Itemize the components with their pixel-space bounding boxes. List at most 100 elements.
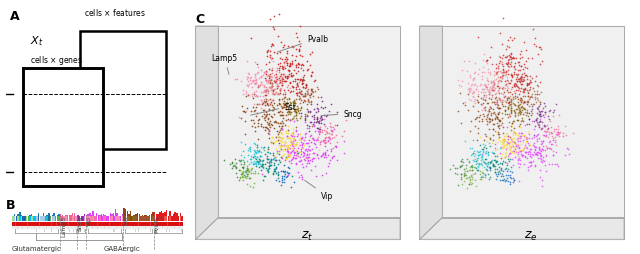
Point	[275, 152, 285, 156]
Point	[337, 135, 348, 139]
Point	[264, 132, 274, 136]
Point	[268, 123, 278, 127]
Point	[262, 150, 273, 154]
Point	[249, 102, 259, 106]
Point	[259, 86, 269, 90]
Point	[236, 140, 246, 144]
Point	[505, 95, 515, 99]
Point	[535, 81, 545, 85]
Point	[300, 117, 310, 121]
Point	[473, 150, 483, 154]
Point	[504, 55, 515, 59]
Point	[497, 67, 508, 71]
Text: B: B	[6, 198, 15, 211]
Point	[327, 156, 337, 160]
Point	[302, 113, 312, 117]
Point	[287, 60, 298, 64]
Point	[260, 116, 270, 120]
Bar	[104, 216, 106, 221]
Point	[321, 140, 331, 145]
Point	[488, 122, 498, 126]
Point	[252, 95, 262, 99]
Point	[497, 112, 508, 116]
Polygon shape	[218, 27, 400, 218]
Point	[288, 141, 298, 145]
Point	[532, 156, 543, 160]
Point	[512, 137, 522, 141]
Point	[250, 156, 260, 161]
Point	[275, 129, 285, 133]
Point	[317, 154, 327, 158]
Point	[277, 107, 287, 111]
Point	[301, 84, 311, 88]
Point	[468, 165, 479, 169]
Point	[474, 114, 484, 118]
Point	[301, 147, 311, 151]
Point	[263, 157, 273, 161]
Point	[339, 129, 349, 133]
Bar	[98, 216, 99, 221]
Point	[493, 62, 504, 66]
Point	[257, 169, 267, 173]
Point	[244, 176, 255, 180]
Point	[276, 132, 286, 136]
Point	[264, 137, 275, 141]
Point	[518, 87, 529, 91]
Point	[227, 162, 237, 166]
Point	[246, 92, 257, 97]
Point	[484, 108, 494, 112]
Point	[486, 101, 497, 105]
Point	[291, 101, 301, 105]
Point	[486, 89, 497, 93]
Point	[509, 66, 519, 70]
Point	[502, 98, 512, 102]
Point	[259, 99, 269, 103]
Bar	[175, 216, 176, 221]
Point	[250, 170, 260, 174]
Point	[303, 111, 313, 115]
Point	[285, 151, 296, 155]
Point	[540, 164, 550, 168]
Point	[479, 94, 489, 98]
Point	[515, 83, 525, 87]
Point	[266, 86, 276, 90]
Point	[445, 168, 455, 172]
Bar	[65, 222, 67, 226]
Point	[251, 163, 261, 167]
Point	[493, 67, 504, 71]
Point	[268, 60, 278, 64]
Point	[532, 106, 543, 110]
Point	[298, 95, 308, 99]
Point	[537, 184, 547, 188]
Point	[297, 93, 307, 97]
Point	[545, 139, 556, 143]
Point	[312, 107, 323, 112]
Point	[506, 102, 516, 106]
Point	[265, 120, 275, 124]
Point	[255, 81, 266, 85]
Point	[330, 124, 340, 128]
Point	[523, 91, 533, 95]
Point	[277, 127, 287, 131]
Point	[239, 110, 249, 114]
Point	[264, 124, 274, 128]
Point	[271, 166, 282, 170]
Point	[305, 159, 316, 163]
Point	[492, 103, 502, 107]
Point	[304, 101, 314, 105]
Point	[293, 144, 303, 148]
Point	[292, 85, 303, 89]
Point	[528, 159, 538, 163]
Point	[291, 47, 301, 51]
Point	[482, 101, 492, 105]
Point	[505, 182, 515, 186]
Point	[279, 65, 289, 69]
Point	[292, 155, 303, 159]
Point	[527, 57, 537, 61]
Point	[261, 89, 271, 93]
Bar	[170, 222, 171, 226]
Bar	[157, 216, 159, 221]
Point	[292, 141, 302, 145]
Point	[467, 164, 477, 168]
Point	[238, 150, 248, 154]
